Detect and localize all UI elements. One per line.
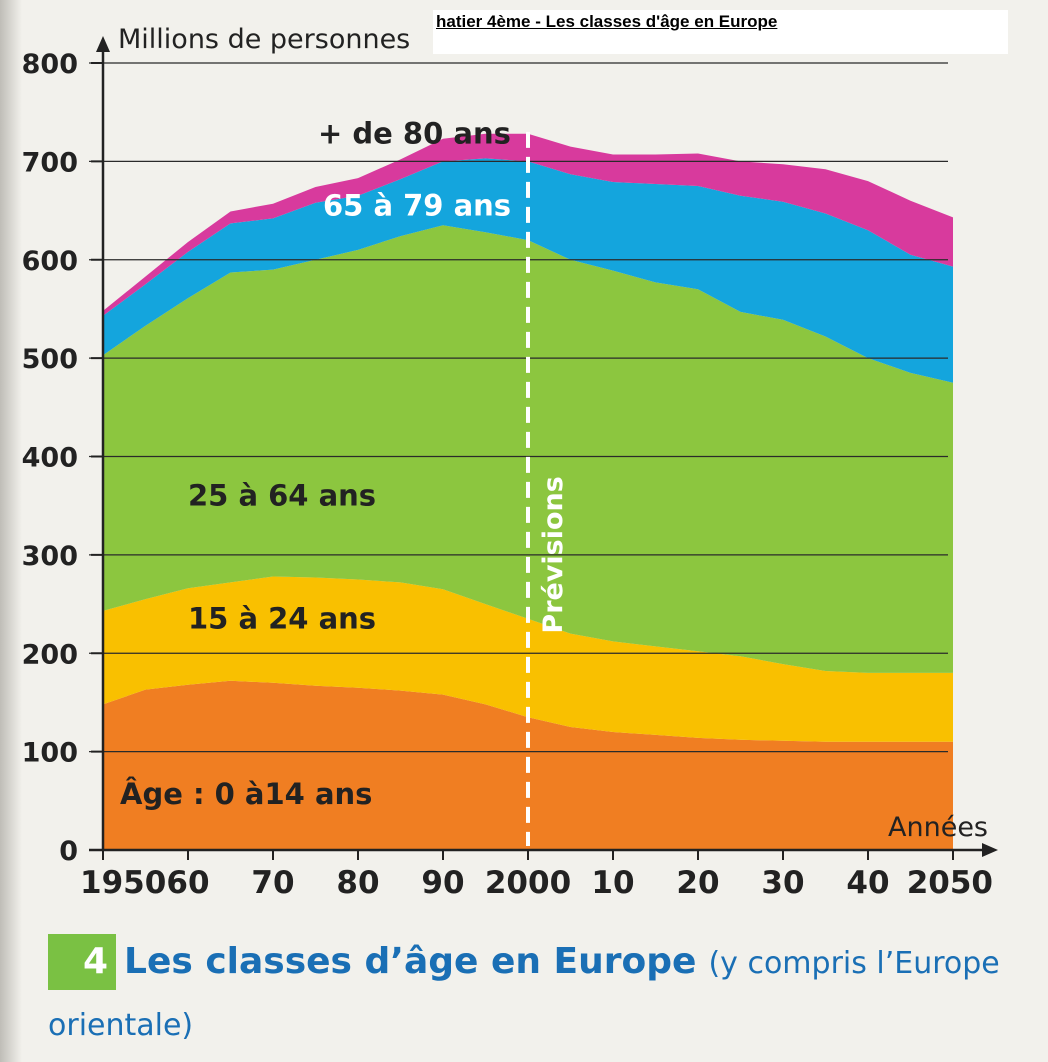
y-tick-label: 400 <box>22 443 78 474</box>
x-tick-label: 2000 <box>485 865 571 901</box>
y-tick-label: 0 <box>59 836 78 867</box>
series-label-4: 65 à 79 ans <box>323 188 511 222</box>
x-tick-label: 90 <box>421 865 464 901</box>
y-tick-labels: 0 100 200 300 400 500 600 700 800 <box>22 49 103 867</box>
figure-title-text: Les classes d’âge en Europe <box>124 941 697 982</box>
x-tick-label: 20 <box>676 865 719 901</box>
caption: hatier 4ème - Les classes d'âge en Europ… <box>436 12 778 31</box>
x-axis-title: Années <box>888 812 988 843</box>
forecast-label: Prévisions <box>538 476 569 633</box>
x-axis-arrow-icon <box>982 843 998 857</box>
x-tick-label: 80 <box>336 865 379 901</box>
x-tick-label: 60 <box>166 865 209 901</box>
figure-title: 4 Les classes d’âge en Europe (y compris… <box>48 934 1000 990</box>
x-tick-label: 1950 <box>80 865 166 901</box>
y-tick-label: 600 <box>22 246 78 277</box>
series-labels: Âge : 0 à14 ans 15 à 24 ans 25 à 64 ans 65 … <box>120 117 511 811</box>
x-tick-label: 40 <box>846 865 889 901</box>
x-tick-labels: 1950 60 70 80 90 2000 10 20 30 40 2050 <box>80 850 993 901</box>
y-tick-label: 800 <box>22 49 78 80</box>
forecast-divider: Prévisions <box>526 131 569 846</box>
series-label-5: + de 80 ans <box>318 117 511 151</box>
page-edge-shadow <box>0 0 22 1062</box>
y-tick-label: 300 <box>22 541 78 572</box>
area-series-5 <box>103 133 953 316</box>
series-label-3: 25 à 64 ans <box>188 479 376 513</box>
gridlines <box>89 62 948 753</box>
area-series-4 <box>103 158 953 383</box>
x-tick-label: 10 <box>591 865 634 901</box>
y-tick-label: 700 <box>22 147 78 178</box>
x-tick-label: 2050 <box>907 865 993 901</box>
y-tick-label: 200 <box>22 639 78 670</box>
x-tick-label: 70 <box>251 865 294 901</box>
series-label-2: 15 à 24 ans <box>188 602 376 636</box>
figure-subtitle-continued: orientale) <box>48 1008 194 1043</box>
figure-subtitle: (y compris l’Europe <box>708 946 1000 981</box>
figure-number: 4 <box>48 934 116 990</box>
y-tick-label: 100 <box>22 738 78 769</box>
area-series-3 <box>103 225 953 673</box>
series-label-1: Âge : 0 à14 ans <box>120 777 372 811</box>
age-classes-chart: Prévisions Millions de personnes Années 0… <box>22 24 998 901</box>
axes: Millions de personnes Années <box>89 24 998 857</box>
x-tick-label: 30 <box>761 865 804 901</box>
y-axis-arrow-icon <box>96 36 110 52</box>
y-axis-title: Millions de personnes <box>118 24 410 55</box>
caption-box <box>433 10 1008 54</box>
y-tick-label: 500 <box>22 344 78 375</box>
